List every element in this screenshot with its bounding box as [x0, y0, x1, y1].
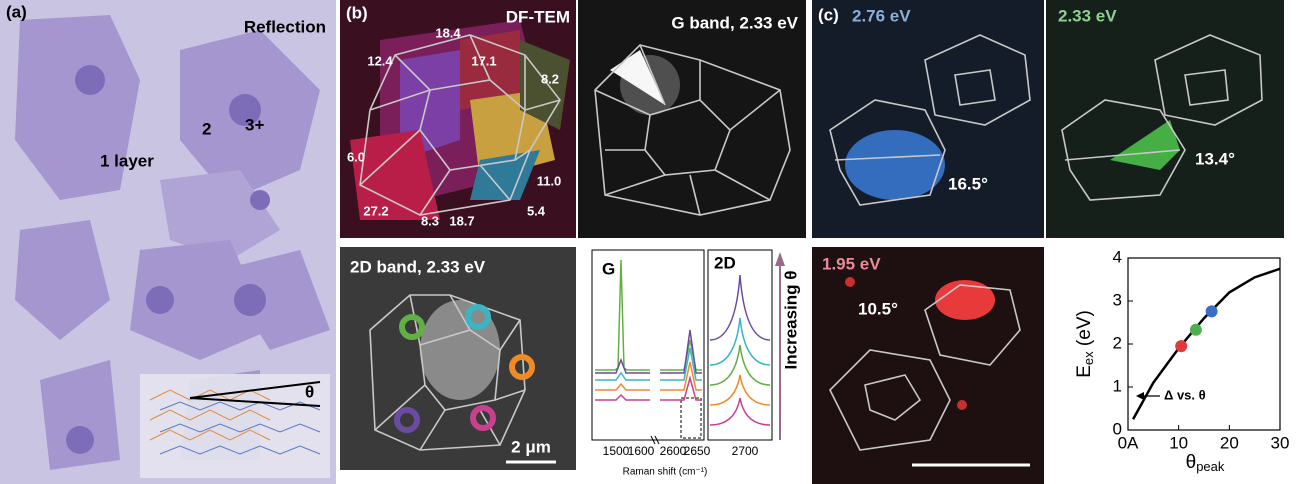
angle-label: 10.5° — [858, 299, 898, 318]
x-tick-label: 30 — [1271, 433, 1290, 452]
data-point — [1190, 324, 1202, 336]
y-axis-title-part: ex — [1081, 351, 1096, 365]
g-band-image: G band, 2.33 eV — [578, 0, 806, 238]
x-axis-title-sub: peak — [1196, 459, 1225, 474]
y-tick-label: 1 — [1113, 376, 1122, 395]
panel-label: (c) — [818, 5, 839, 24]
angle-label: 8.2 — [541, 71, 559, 86]
angle-label: 6.0 — [347, 149, 365, 164]
angle-label: 18.4 — [435, 25, 461, 40]
y-axis-title-part: (eV) — [1074, 310, 1095, 351]
x-tick-label: 10 — [1169, 433, 1188, 452]
panel-title: 2D band, 2.33 eV — [350, 257, 486, 276]
x-tick-label: 20 — [1220, 433, 1239, 452]
angle-label: 17.1 — [471, 53, 496, 68]
peak-label: 2D — [714, 253, 736, 272]
data-point — [1175, 340, 1187, 352]
angle-label: 8.3 — [421, 213, 439, 228]
x-tick-label: 2600 — [660, 444, 687, 458]
scale-bar-label: 2 μm — [511, 437, 551, 456]
panel-title: DF-TEM — [506, 7, 570, 26]
2d-band-image: 2D band, 2.33 eV 2 μm — [340, 247, 576, 470]
annotation-arrowhead — [1136, 392, 1144, 400]
angle-label: 27.2 — [363, 203, 388, 218]
angle-label: 18.7 — [449, 213, 474, 228]
energy-label: 2.33 eV — [1058, 6, 1117, 25]
annotation: 1 layer — [100, 151, 154, 170]
arrow-label: Increasing θ — [781, 271, 800, 370]
panel-a: (a) Reflection 1 layer 2 3+ θ — [0, 0, 336, 484]
panel-label: (a) — [6, 2, 27, 21]
x-tick-label: 1600 — [628, 444, 655, 458]
panel-c-image-3: 1.95 eV 10.5° — [812, 247, 1044, 484]
panel-title: Reflection — [244, 17, 326, 36]
annotation: 3+ — [245, 115, 264, 134]
y-tick-label: 0 — [1113, 419, 1122, 438]
y-axis-title: Eex (eV) — [1074, 310, 1096, 378]
y-tick-label: 3 — [1113, 290, 1122, 309]
peak-label: G — [602, 259, 615, 278]
figure: (a) Reflection 1 layer 2 3+ θ (b) DF-TEM… — [0, 0, 1296, 484]
panel-c-image-2: 2.33 eV 13.4° — [1046, 0, 1284, 238]
y-axis-title-part: E — [1074, 365, 1095, 378]
x-tick-label: 1500 — [603, 444, 630, 458]
angle-label: 12.4 — [367, 53, 393, 68]
angle-label: θ — [305, 382, 314, 401]
x-axis-title-main: θ — [1186, 452, 1197, 473]
x-axis-title: θpeak — [1186, 452, 1225, 474]
raman-spectra: G 2D 1500 1600 2600 2650 2700 Raman shif… — [592, 250, 800, 478]
df-tem-image: (b) DF-TEM 18.4 12.4 17.1 8.2 6.0 11.0 2… — [340, 0, 576, 238]
angle-label: 16.5° — [948, 174, 988, 193]
panel-c-image-1: (c) 2.76 eV 16.5° — [812, 0, 1044, 238]
energy-label: 1.95 eV — [822, 254, 881, 273]
angle-label: 13.4° — [1195, 149, 1235, 168]
x-tick-label: 2700 — [732, 444, 759, 458]
angle-label: 11.0 — [537, 173, 562, 188]
x-tick-label: 2650 — [684, 444, 711, 458]
curve — [1133, 269, 1280, 420]
panel-title: G band, 2.33 eV — [671, 13, 798, 32]
energy-label: 2.76 eV — [852, 6, 911, 25]
angle-label: 5.4 — [527, 203, 546, 218]
y-tick-label: 2 — [1113, 333, 1122, 352]
annotation: 2 — [202, 119, 211, 138]
data-point — [1206, 305, 1218, 317]
plot-frame — [1128, 258, 1280, 430]
x-axis-title: Raman shift (cm⁻¹) — [623, 467, 708, 478]
y-tick-label: 4 — [1113, 247, 1122, 266]
annotation: Δ vs. θ — [1164, 387, 1206, 402]
panel-label: (b) — [346, 3, 368, 22]
